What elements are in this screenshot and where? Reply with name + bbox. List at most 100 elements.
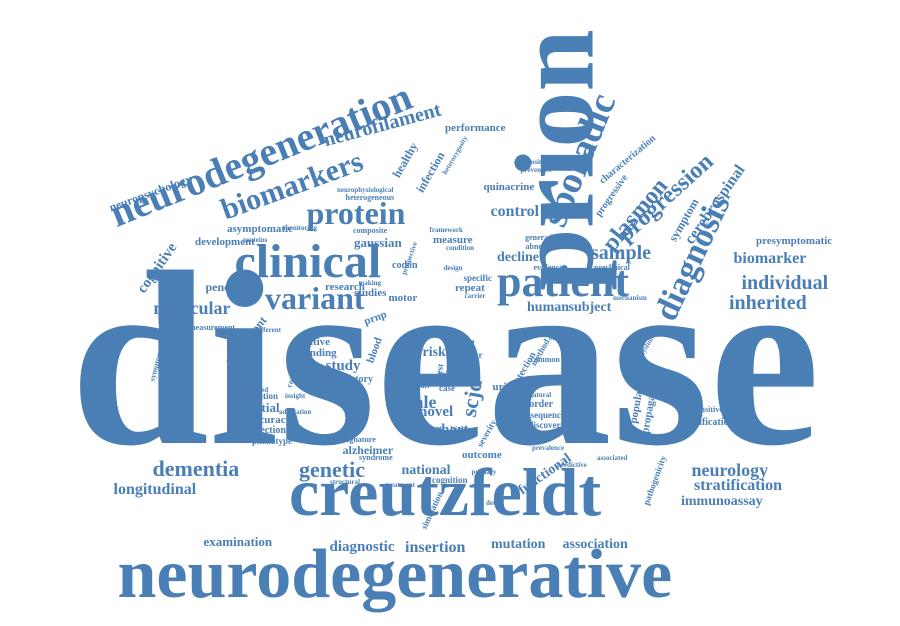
- word-biology: biology: [450, 425, 476, 434]
- word-positive: positive: [294, 335, 331, 348]
- word-model: model: [411, 381, 430, 390]
- word-making: making: [358, 278, 382, 287]
- word-signature: signature: [344, 435, 376, 444]
- word-finding: finding: [303, 346, 337, 359]
- word-common: common: [530, 355, 560, 364]
- word-healthy: healthy: [389, 140, 421, 180]
- word-performance: performance: [445, 121, 506, 134]
- word-associated: associated: [597, 453, 628, 462]
- word-generation: generation: [525, 233, 562, 242]
- word-clinical: clinical: [234, 235, 382, 288]
- word-studies: studies: [354, 286, 387, 299]
- word-composite: composite: [353, 226, 388, 235]
- word-insight: insight: [285, 391, 306, 400]
- word-genetic: genetic: [299, 457, 365, 482]
- word-variant: variant: [265, 280, 365, 316]
- word-detect: detect: [486, 498, 504, 507]
- word-based: based: [548, 333, 566, 342]
- word-mutation: mutation: [491, 537, 546, 552]
- word-penetrance: penetrance: [205, 280, 263, 294]
- word-outcome: outcome: [462, 448, 502, 461]
- word-sample: sample: [591, 242, 651, 264]
- word-stratification: stratification: [694, 477, 782, 494]
- word-longitudinal: longitudinal: [113, 481, 197, 498]
- word-presymptomatic: presymptomatic: [756, 234, 833, 247]
- word-heterogeneous: heterogeneous: [345, 193, 395, 202]
- word-sequence: sequence: [530, 409, 566, 420]
- word-motor: motor: [388, 291, 418, 304]
- word-control: control: [490, 203, 540, 220]
- word-potential: potential: [230, 399, 280, 415]
- word-preclinical: preclinical: [594, 263, 630, 272]
- word-gaussian: gaussian: [354, 234, 402, 250]
- word-neurology: neurology: [691, 460, 769, 480]
- word-insertion: insertion: [405, 539, 466, 556]
- word-preventive: preventive: [520, 165, 552, 174]
- word-rate: rate: [447, 327, 460, 336]
- word-abnormal: abnormal: [525, 242, 559, 251]
- word-decline: decline: [497, 250, 539, 265]
- word-quinacrine: quinacrine: [483, 180, 535, 193]
- word-alzheimer: alzheimer: [342, 443, 394, 457]
- word-national: national: [401, 463, 451, 478]
- word-repeat: repeat: [455, 281, 485, 294]
- word-development: development: [195, 235, 255, 248]
- word-biomarker: biomarker: [733, 250, 807, 267]
- word-diagnostic: diagnostic: [329, 538, 395, 555]
- word-year: year: [465, 349, 483, 360]
- word-identification: identification: [677, 417, 735, 428]
- word-framework: framework: [429, 225, 463, 234]
- word-scale: scale: [399, 392, 437, 412]
- word-condition: condition: [446, 243, 475, 252]
- word-association: association: [562, 537, 628, 552]
- word-specific: specific: [463, 272, 493, 283]
- word-neurodegenerative: neurodegenerative: [117, 536, 673, 613]
- word-study: study: [325, 357, 361, 374]
- word-molecular: molecular: [153, 298, 231, 318]
- word-human: human: [527, 300, 570, 315]
- word-immunoassay: immunoassay: [681, 494, 763, 509]
- word-different: different: [255, 325, 281, 334]
- word-discovery: discovery: [528, 419, 566, 430]
- word-phenotype: phenotype: [252, 435, 293, 446]
- word-mechanism: mechanism: [613, 293, 647, 302]
- word-design: design: [443, 263, 463, 272]
- word-disease: disease: [70, 221, 820, 498]
- word-patient: patient: [497, 257, 629, 306]
- word-measure: measure: [433, 233, 473, 246]
- word-prevalence: prevalence: [532, 443, 565, 452]
- word-predictive: predictive: [557, 460, 587, 469]
- word-increased: increased: [240, 385, 269, 394]
- word-dementia: dementia: [152, 456, 240, 481]
- word-novel: novel: [419, 403, 454, 420]
- word-inherited: inherited: [729, 292, 807, 314]
- word-individual: individual: [741, 272, 829, 294]
- word-creutzfeldt: creutzfeldt: [289, 454, 602, 530]
- word-monitoring: monitoring: [283, 223, 317, 232]
- word-protein: protein: [306, 195, 406, 231]
- word-light: light: [455, 338, 475, 349]
- word-evaluation: evaluation: [238, 390, 279, 401]
- word-ultrasensitive: ultrasensitive: [677, 405, 723, 414]
- word-syndrome: syndrome: [359, 453, 393, 462]
- word-primary: primary: [471, 467, 497, 476]
- word-diagnosing: diagnosing: [514, 157, 547, 166]
- word-research: research: [325, 280, 365, 293]
- word-urine: urine: [492, 380, 518, 393]
- word-evidence: evidence: [533, 263, 563, 272]
- word-subject: subject: [568, 300, 612, 315]
- word-treatment: treatment: [385, 480, 415, 489]
- word-trial: trial: [438, 368, 456, 379]
- word-causal: causal: [418, 424, 443, 435]
- word-accuracy: accuracy: [249, 413, 292, 426]
- word-asymptomatic: asymptomatic: [227, 222, 293, 235]
- word-examination: examination: [203, 533, 273, 549]
- word-natural: natural: [529, 390, 552, 399]
- word-cohort: cohort: [427, 421, 469, 438]
- word-disorder: disorder: [517, 399, 554, 410]
- word-neurophysiological: neurophysiological: [337, 185, 394, 194]
- word-cognition: cognition: [432, 474, 468, 485]
- word-codon: codon: [392, 260, 418, 271]
- word-measurement: measurement: [189, 323, 236, 332]
